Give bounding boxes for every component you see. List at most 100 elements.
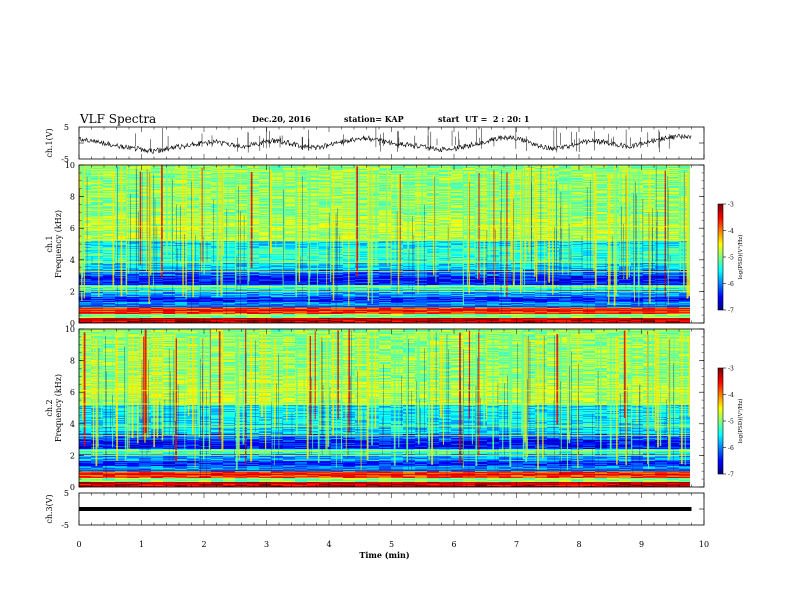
spectrogram-cell (235, 191, 247, 192)
spectrogram-cell (271, 193, 283, 194)
spectrogram-cell (475, 205, 487, 206)
spectrogram-cell (427, 172, 439, 173)
spectrogram-cell (499, 169, 511, 170)
spectrogram-cell (235, 223, 247, 224)
spectrogram-cell (595, 209, 607, 210)
spectrogram-cell (79, 217, 91, 218)
spectrogram-cell (427, 185, 439, 186)
spectrogram-cell (271, 174, 283, 175)
spectrogram-cell (475, 222, 487, 223)
spectrogram-cell (415, 186, 427, 187)
spectrogram-cell (391, 167, 403, 168)
spectrogram-cell (79, 200, 91, 201)
spectrogram-cell (211, 171, 223, 172)
spectrogram-cell (415, 204, 427, 205)
spectrogram-cell (415, 209, 427, 210)
spectrogram-cell (319, 203, 331, 204)
spectrogram-cell (571, 213, 583, 214)
spectrogram-cell (79, 207, 91, 208)
spectrogram-cell (583, 202, 595, 203)
spectrogram-cell (403, 171, 415, 172)
spectrogram-cell (79, 219, 91, 220)
spectrogram-cell (259, 171, 271, 172)
spectrogram-cell (79, 198, 91, 199)
spectrogram-cell (475, 223, 487, 224)
spectrogram-cell (631, 221, 643, 222)
spectrogram-cell (571, 179, 583, 180)
spectrogram-cell (211, 168, 223, 169)
spectrogram-cell (223, 181, 235, 182)
spectrogram-cell (223, 195, 235, 196)
spectrogram-cell (223, 214, 235, 215)
spectrogram-cell (511, 217, 523, 218)
spectrogram-cell (271, 229, 283, 230)
spectrogram-cell (439, 187, 451, 188)
spectrogram-cell (427, 191, 439, 192)
spectrogram-cell (79, 224, 91, 225)
spectrogram-cell (571, 218, 583, 219)
spectrogram-cell (427, 217, 439, 218)
spectrogram-cell (91, 217, 103, 218)
spectrogram-cell (319, 176, 331, 177)
spectrogram-cell (91, 221, 103, 222)
spectrogram-cell (475, 200, 487, 201)
spectrogram-cell (451, 196, 463, 197)
spectrogram-ch1 (79, 165, 704, 323)
spectrogram-cell (391, 187, 403, 188)
spectrogram-cell (667, 193, 679, 194)
spectrogram-cell (199, 201, 211, 202)
spectrogram-cell (175, 190, 187, 191)
spectrogram-cell (451, 207, 463, 208)
spectrogram-cell (667, 219, 679, 220)
spectrogram-cell (631, 172, 643, 173)
spectrogram-cell (283, 167, 295, 168)
spectrogram-cell (451, 222, 463, 223)
spectrogram-cell (163, 181, 175, 182)
spectrogram-cell (91, 204, 103, 205)
spectrogram-cell (91, 202, 103, 203)
spectrogram-cell (439, 176, 451, 177)
spectrogram-cell (163, 230, 175, 231)
spectrogram-cell (379, 180, 391, 181)
spectrogram-cell (511, 204, 523, 205)
spectrogram-cell (571, 193, 583, 194)
spectrogram-cell (163, 215, 175, 216)
spectrogram-cell (223, 215, 235, 216)
spectrogram-cell (271, 228, 283, 229)
spectrogram-cell (667, 189, 679, 190)
spectrogram-cell (511, 214, 523, 215)
spectrogram-cell (511, 198, 523, 199)
spectrogram-cell (631, 215, 643, 216)
spectrogram-cell (631, 170, 643, 171)
spectrogram-cell (91, 232, 103, 233)
spectrogram-cell (643, 171, 655, 172)
spectrogram-cell (583, 218, 595, 219)
spectrogram-cell (439, 230, 451, 231)
spectrogram-cell (175, 194, 187, 195)
spectrogram-cell (475, 203, 487, 204)
spectrogram-cell (91, 185, 103, 186)
spectrogram-cell (391, 190, 403, 191)
spectrogram-cell (199, 207, 211, 208)
spectrogram-cell (475, 216, 487, 217)
spectrogram-cell (79, 199, 91, 200)
spectrogram-cell (403, 170, 415, 171)
vlf-figure: -3-4-5-6-7log(PSD)(V²/Hz)-3-4-5-6-7log(P… (0, 0, 792, 612)
spectrogram-cell (631, 203, 643, 204)
spectrogram-cell (451, 197, 463, 198)
spectrogram-cell (79, 231, 91, 232)
spectrogram-cell (163, 195, 175, 196)
spectrogram-cell (199, 173, 211, 174)
spectrogram-cell (583, 227, 595, 228)
spectrogram-cell (271, 212, 283, 213)
spectrogram-cell (199, 213, 211, 214)
spectrogram-cell (427, 223, 439, 224)
spectrogram-cell (571, 217, 583, 218)
spectrogram-cell (163, 216, 175, 217)
spectrogram-cell (655, 167, 667, 168)
spectrogram-cell (439, 219, 451, 220)
spectrogram-cell (595, 193, 607, 194)
spectrogram-cell (439, 228, 451, 229)
spectrogram-cell (667, 171, 679, 172)
spectrogram-cell (271, 179, 283, 180)
